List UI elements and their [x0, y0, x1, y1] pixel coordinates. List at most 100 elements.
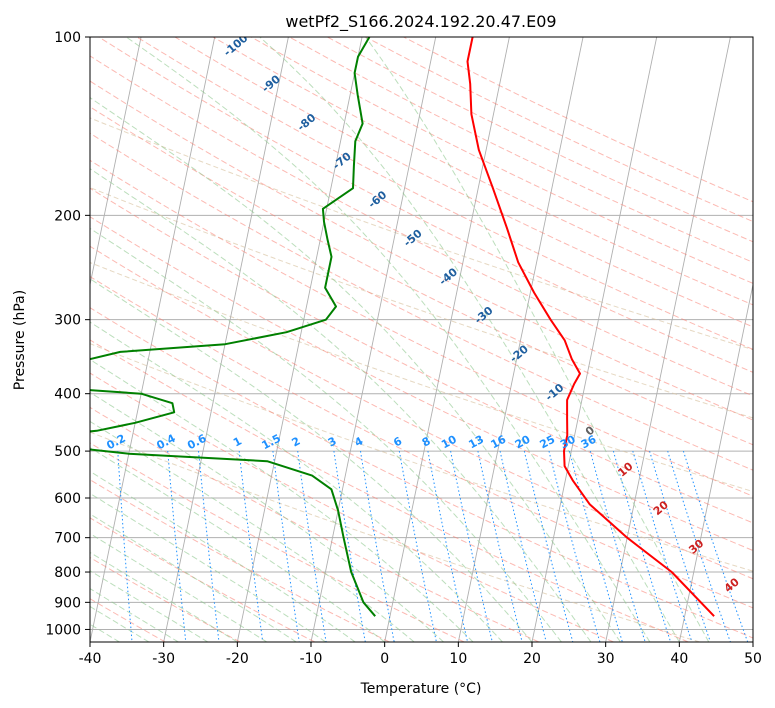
- dry-adiabat: [90, 216, 753, 552]
- y-axis-ticks: 100 200 300 400 500 600 700 800 900 1000: [45, 30, 90, 638]
- dry-adiabat: [90, 598, 166, 642]
- mixing-ratio-label: 0.2: [104, 432, 127, 453]
- dry-adiabat: [90, 275, 753, 609]
- y-tick-label: 800: [54, 565, 81, 581]
- moist-adiabat: [259, 37, 680, 642]
- isotherm: [531, 37, 658, 642]
- mixing-ratio-label: 6: [391, 434, 404, 449]
- x-tick-label: 10: [449, 651, 467, 667]
- x-tick-label: 50: [744, 651, 762, 667]
- isotherm: [90, 37, 216, 642]
- mixing-ratio-label: 8: [420, 434, 433, 449]
- mixing-ratio-line: [272, 451, 300, 642]
- dry-adiabat: [90, 159, 753, 497]
- moist-adiabat: [90, 470, 356, 642]
- y-tick-label: 700: [54, 531, 81, 547]
- mixing-ratio-line: [523, 450, 574, 642]
- dry-adiabat-label: -70: [330, 149, 354, 172]
- mixing-ratio-line: [427, 451, 468, 642]
- isotherm: [384, 37, 510, 642]
- dry-adiabat: [90, 556, 241, 642]
- mixing-ratio-label: 30: [558, 433, 578, 452]
- isotherm: [0, 37, 67, 642]
- legacy-adiabat: [90, 261, 753, 493]
- y-tick-label: 200: [54, 208, 81, 224]
- dry-adiabat-label: -20: [507, 342, 531, 365]
- dry-adiabat: [90, 442, 465, 642]
- mixing-ratio-line: [632, 450, 693, 642]
- chart-title: wetPf2_S166.2024.192.20.47.E09: [285, 12, 556, 32]
- mixing-ratio-line: [569, 450, 623, 642]
- dry-adiabat: [90, 372, 614, 642]
- moist-adiabat: [90, 446, 385, 642]
- mixing-ratio-line: [360, 451, 395, 642]
- dry-adiabat: [90, 406, 540, 642]
- x-tick-label: 40: [670, 651, 688, 667]
- pressure-gridlines: [90, 37, 753, 630]
- mixing-ratio-line: [682, 450, 749, 642]
- mixing-ratio-line: [38, 451, 47, 642]
- moist-adiabat: [90, 391, 444, 642]
- x-axis-ticks: -40 -30 -20 -10 0 10 20 30 40 50: [79, 642, 762, 667]
- dry-adiabat-label: -100: [221, 31, 251, 59]
- moist-adiabat: [90, 97, 621, 642]
- dry-adiabats: [90, 37, 753, 642]
- mixing-ratio-line: [167, 451, 187, 642]
- isotherm: [605, 37, 731, 642]
- x-tick-label: 30: [597, 651, 615, 667]
- mixing-ratio-line: [612, 450, 672, 642]
- dry-adiabat: [289, 37, 753, 263]
- moist-adiabats: [90, 37, 710, 642]
- x-tick-label: 0: [380, 651, 389, 667]
- dry-adiabat-label: -60: [366, 188, 390, 211]
- dry-adiabat: [90, 106, 753, 446]
- mixing-ratio-line: [398, 451, 437, 642]
- moist-adiabat: [90, 570, 209, 642]
- mixing-ratio-label: 20: [513, 433, 533, 452]
- mixing-ratio-label: 13: [466, 433, 486, 452]
- isotherm: [310, 37, 437, 642]
- mixing-ratio-line: [238, 451, 264, 642]
- dry-adiabat: [90, 132, 753, 471]
- y-tick-label: 1000: [45, 622, 81, 638]
- moist-adiabat: [90, 420, 415, 642]
- x-tick-label: -40: [79, 651, 102, 667]
- dry-adiabat-label: 10: [615, 459, 635, 479]
- mixing-ratio-label: 3: [326, 434, 339, 449]
- dry-adiabat-label: -80: [295, 111, 319, 134]
- y-tick-label: 500: [54, 444, 81, 460]
- dry-adiabat: [90, 245, 753, 580]
- dry-adiabat-label: -90: [259, 72, 283, 95]
- mixing-ratio-line: [333, 451, 366, 642]
- moist-adiabat: [90, 492, 326, 642]
- dry-adiabat-label: -50: [401, 227, 425, 250]
- mixing-ratio-label: 36: [579, 433, 599, 452]
- dry-adiabat: [90, 307, 753, 639]
- moist-adiabat: [90, 588, 179, 642]
- mixing-ratio-line: [499, 450, 547, 642]
- y-tick-label: 300: [54, 313, 81, 329]
- dry-adiabat: [174, 37, 753, 328]
- dry-adiabat: [90, 187, 753, 524]
- dry-adiabat: [90, 339, 689, 642]
- x-tick-label: 20: [523, 651, 541, 667]
- mixing-ratio-line: [548, 450, 601, 642]
- temperature-profile-line: [466, 37, 715, 617]
- y-tick-label: 600: [54, 491, 81, 507]
- mixing-ratio-lines: [13, 450, 749, 642]
- mixing-ratio-line: [667, 450, 731, 642]
- y-tick-label: 400: [54, 387, 81, 403]
- mixing-ratio-label: 2: [290, 434, 303, 449]
- mixing-ratio-line: [649, 450, 711, 642]
- mixing-ratio-label: 4: [352, 434, 365, 449]
- x-axis-label: Temperature (°C): [360, 681, 482, 697]
- dry-adiabat: [212, 37, 753, 306]
- dry-adiabat: [90, 517, 315, 642]
- mixing-ratio-label: 16: [489, 433, 509, 452]
- moist-adiabat: [90, 321, 503, 642]
- dry-adiabat: [90, 479, 390, 642]
- dry-adiabat-label: 30: [686, 537, 706, 557]
- dry-adiabat: [250, 37, 753, 284]
- mixing-ratio-line: [13, 451, 20, 642]
